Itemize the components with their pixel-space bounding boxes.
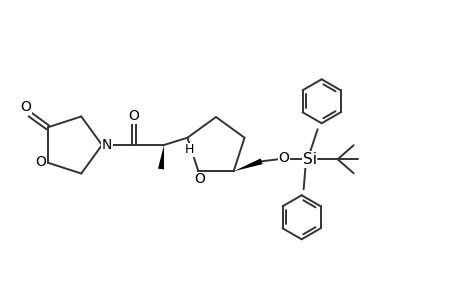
Text: N: N: [101, 138, 112, 152]
Text: O: O: [35, 154, 46, 169]
Text: O: O: [194, 172, 204, 186]
Text: H: H: [185, 143, 194, 156]
Text: Si: Si: [302, 152, 316, 167]
Text: O: O: [278, 151, 288, 165]
Text: O: O: [128, 109, 139, 123]
Text: O: O: [21, 100, 31, 114]
Polygon shape: [233, 158, 262, 171]
Polygon shape: [158, 145, 164, 170]
